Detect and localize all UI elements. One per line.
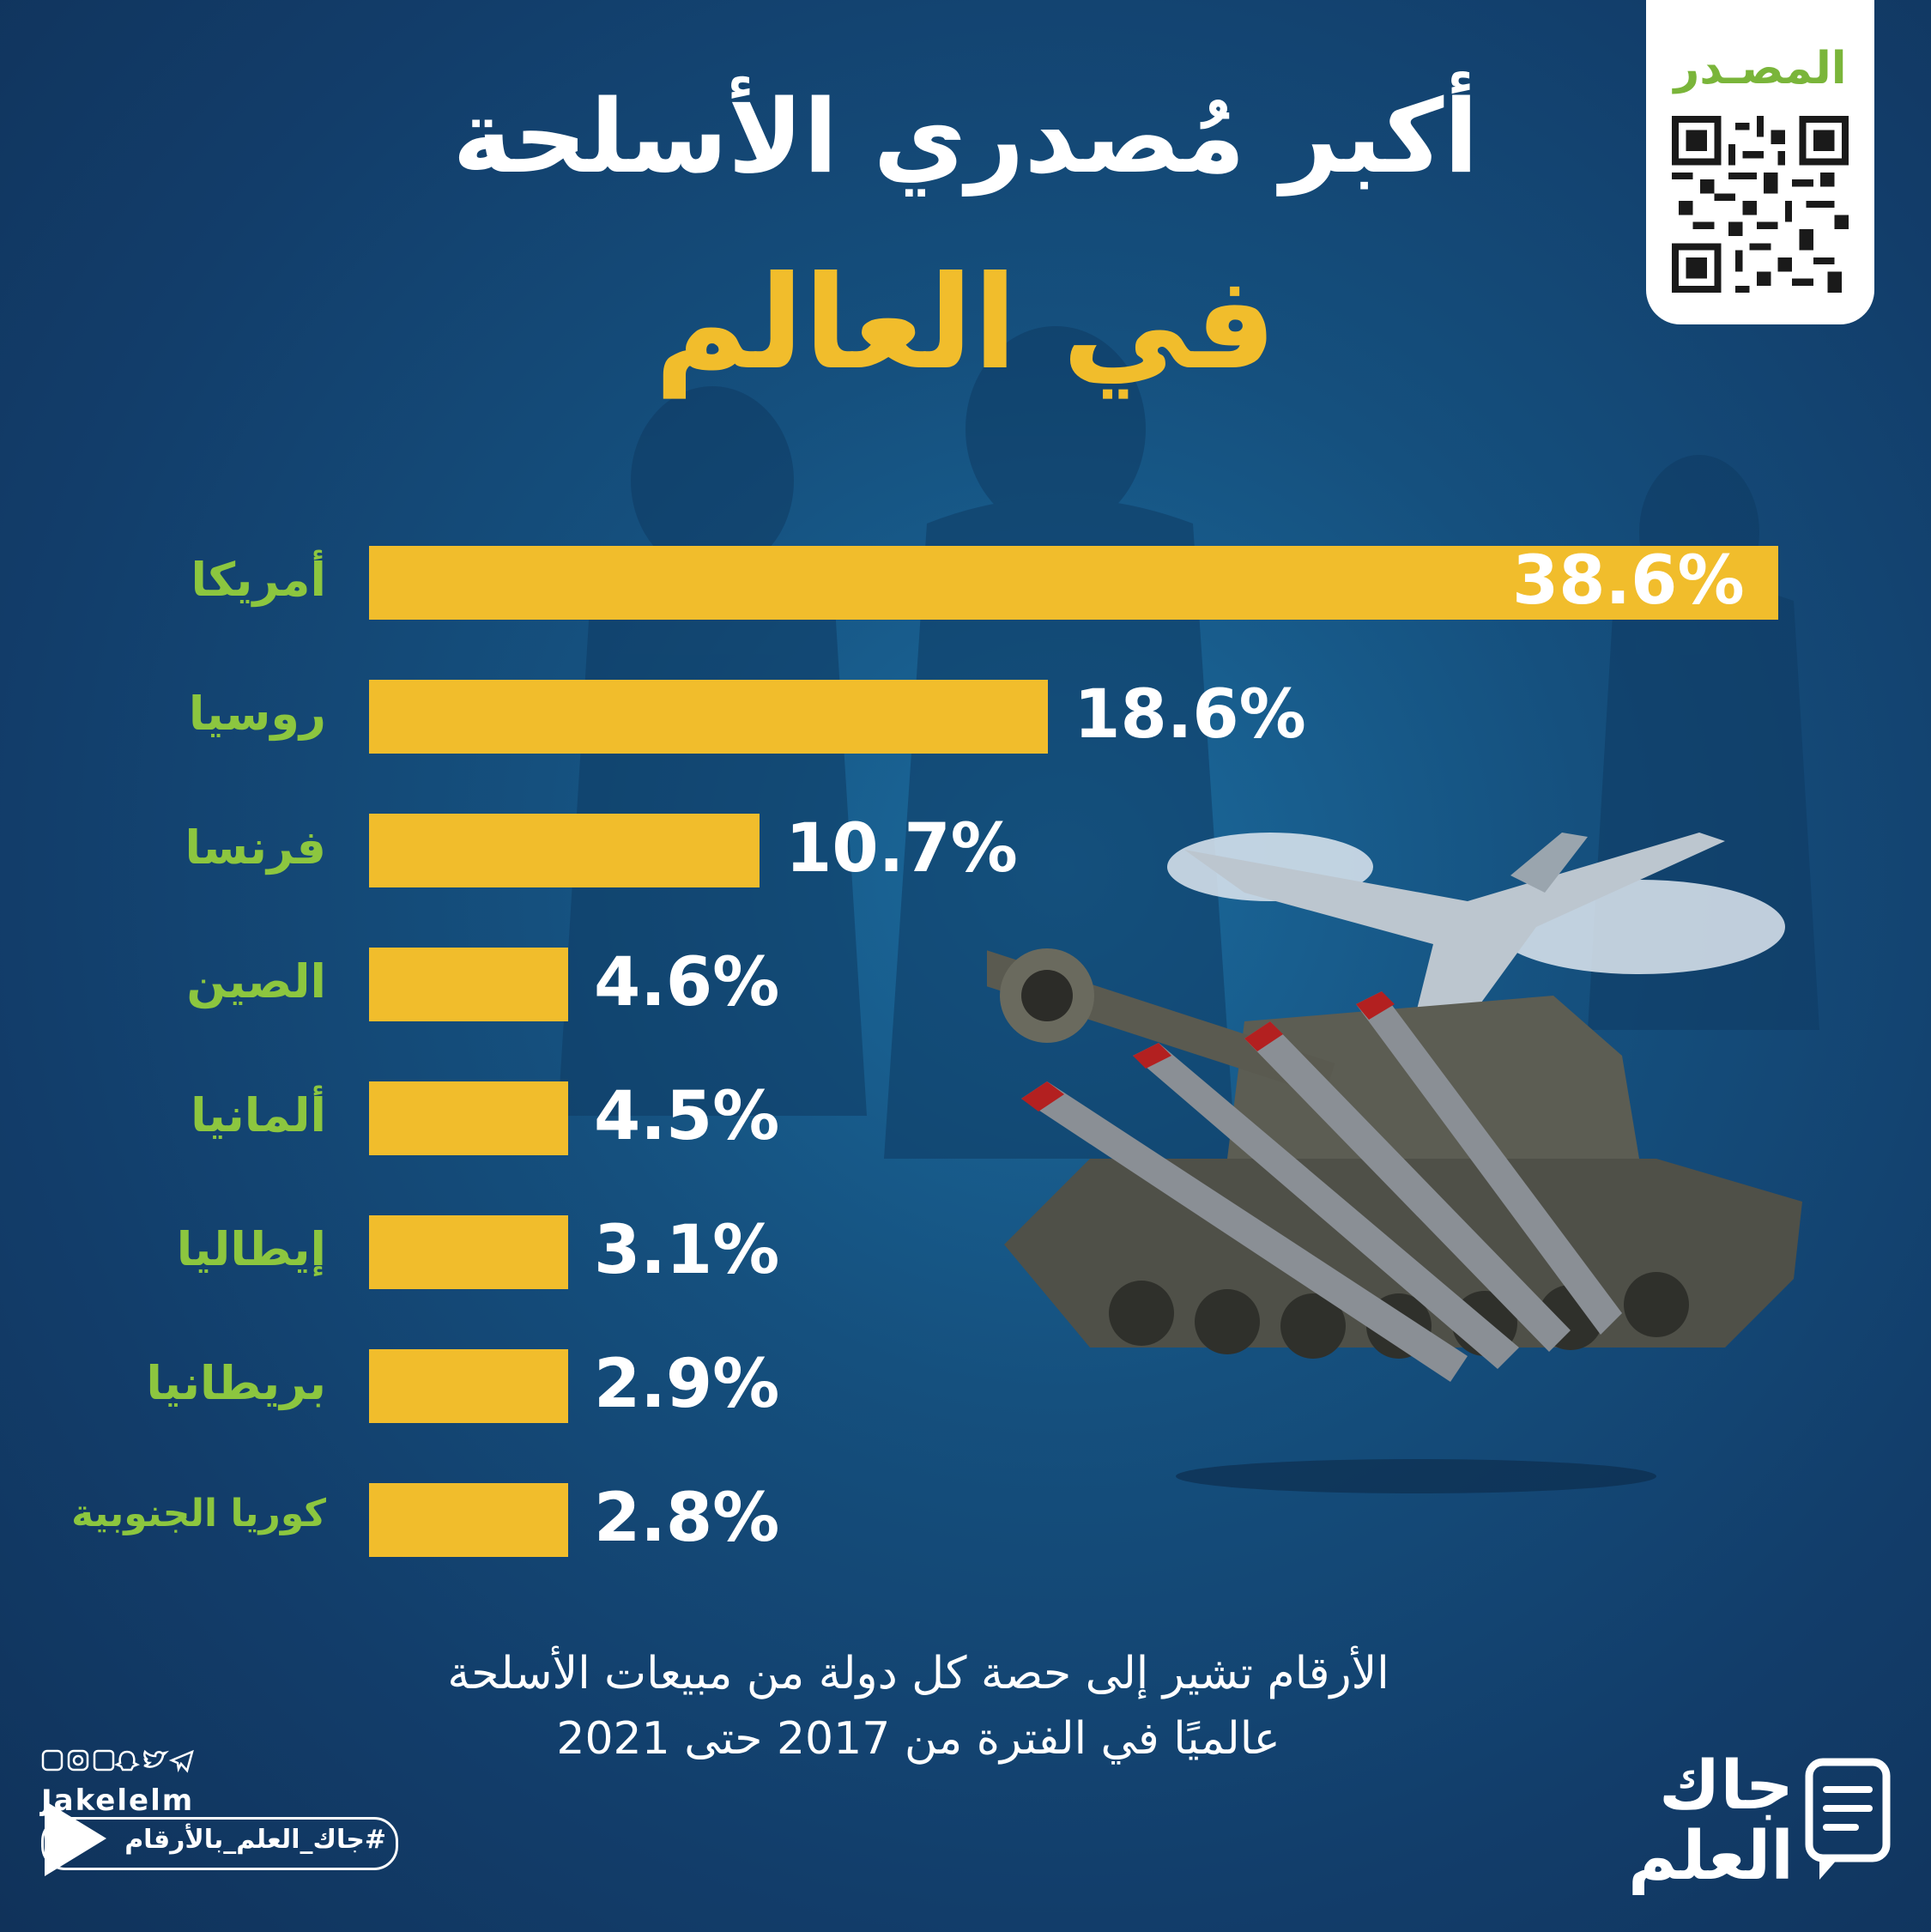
bar [369,814,760,887]
bar [369,1349,568,1423]
value-label: 2.8% [594,1480,780,1557]
value-label: 10.7% [785,810,1018,887]
bar [369,680,1048,754]
brand-handle: Jakelelm [41,1784,195,1818]
category-label: فرنسا [185,821,326,875]
logo-line-2: العلم [1627,1818,1794,1895]
value-label: 2.9% [594,1346,780,1423]
value-label: 38.6% [1512,542,1745,620]
hashtag-pill[interactable] [41,1817,398,1870]
telegram-icon [168,1749,194,1773]
bar [369,1081,568,1155]
twitter-icon [143,1749,170,1768]
missiles [1021,991,1622,1382]
hashtag-text: #جاك_العلم_بالأرقام [124,1825,386,1855]
facebook-icon [41,1749,64,1772]
bar [369,1483,568,1557]
value-label: 18.6% [1074,676,1306,754]
note-line-2: عالميًا في الفترة من 2017 حتى 2021 [556,1713,1280,1765]
note-line-1: الأرقام تشير إلى حصة كل دولة من مبيعات ا… [447,1648,1389,1699]
weapons-illustration [987,833,1802,1493]
category-label: إيطاليا [176,1222,326,1276]
value-label: 4.6% [594,944,780,1021]
qr-code-icon[interactable] [1672,116,1849,293]
bar [369,546,1778,620]
value-label: 4.5% [594,1078,780,1155]
source-label: المصـدر [1674,43,1847,94]
title-line-2: في العالم [654,249,1277,398]
bar [369,948,568,1021]
category-label: ألمانيا [191,1088,326,1142]
source-card[interactable]: المصـدر [1646,0,1874,324]
linkedin-icon [93,1749,115,1772]
category-label: الصين [186,954,326,1008]
bar [369,1215,568,1289]
category-label: روسيا [188,687,326,741]
value-label: 3.1% [594,1212,780,1289]
snapchat-icon [113,1750,141,1772]
logo-text: جاك العلم [1627,1747,1794,1895]
category-label: بريطانيا [146,1356,326,1410]
instagram-icon [67,1749,89,1772]
title-line-1: أكبر مُصدري الأسلحة [452,77,1479,196]
fighter-jet [1184,833,1725,1021]
play-icon [45,1801,106,1876]
logo-document-icon [1805,1758,1891,1880]
category-label: كوريا الجنوبية [71,1492,326,1535]
logo-line-1: جاك [1659,1747,1794,1825]
category-label: أمريكا [191,553,327,607]
social-icons-row [41,1749,194,1773]
